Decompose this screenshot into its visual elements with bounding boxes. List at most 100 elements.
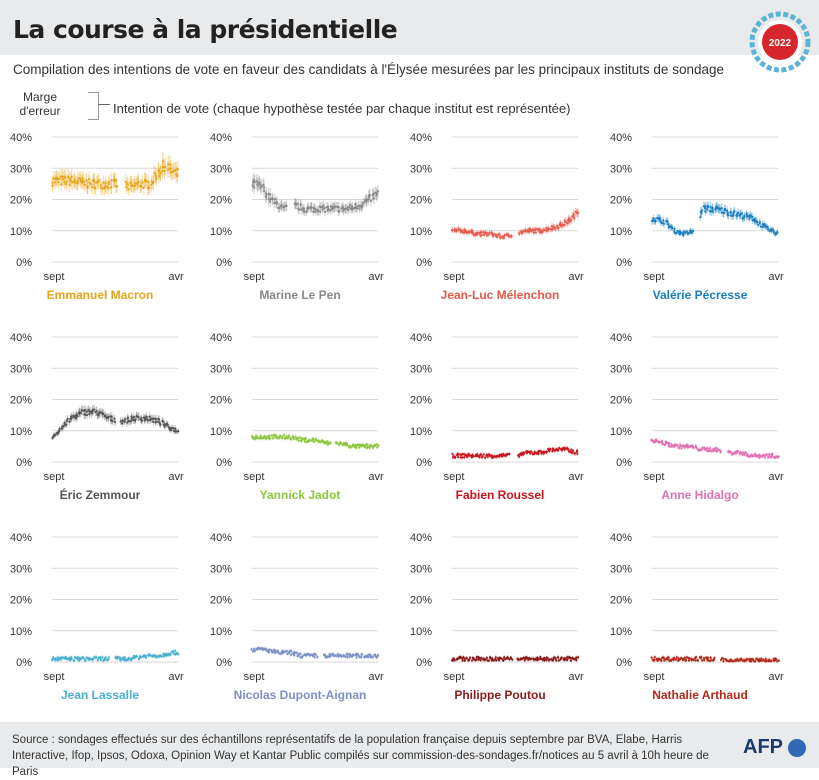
data-point: [263, 435, 266, 438]
data-point: [758, 660, 761, 663]
y-tick-label: 30%: [210, 163, 232, 175]
data-point: [335, 441, 339, 444]
y-tick-label: 40%: [410, 332, 432, 344]
data-point: [276, 649, 279, 652]
y-tick-label: 0%: [616, 257, 632, 269]
data-point: [537, 452, 540, 455]
candidate-name: Philippe Poutou: [454, 688, 546, 702]
data-point: [572, 449, 575, 452]
data-point: [699, 215, 702, 219]
data-point: [126, 183, 130, 186]
data-point: [502, 235, 505, 238]
data-point: [125, 185, 128, 189]
data-point: [532, 228, 535, 232]
data-point: [144, 417, 147, 420]
data-point: [99, 658, 102, 661]
data-point: [522, 230, 525, 233]
y-tick-label: 30%: [610, 563, 632, 575]
data-point: [340, 442, 343, 445]
data-point: [288, 434, 291, 437]
data-point: [338, 209, 341, 212]
chart-panel: 0% 10% 20% 30% 40% sept avr Nicolas Dupont-Aign…: [200, 525, 400, 720]
x-tick-label: sept: [644, 271, 665, 283]
chart-plot: 0% 10% 20% 30% 40% sept avr: [610, 132, 784, 283]
data-point: [59, 175, 63, 178]
data-point: [253, 179, 256, 182]
data-point: [154, 421, 157, 424]
data-point: [373, 192, 376, 195]
data-point: [346, 656, 349, 659]
data-point: [511, 658, 514, 661]
data-point: [72, 659, 76, 662]
candidate-name: Nicolas Dupont-Aignan: [233, 688, 367, 702]
data-point: [93, 408, 96, 411]
chart-plot: 0% 10% 20% 30% 40% sept avr: [410, 132, 584, 283]
data-point: [123, 420, 126, 423]
data-point: [480, 656, 483, 660]
data-point: [699, 448, 702, 451]
data-point: [171, 650, 175, 653]
y-tick-label: 0%: [216, 257, 232, 269]
data-point: [756, 223, 760, 226]
chart-plot: 0% 10% 20% 30% 40% sept avr: [410, 532, 584, 683]
data-point: [576, 449, 579, 452]
x-tick-label: avr: [368, 471, 384, 483]
data-point: [682, 444, 685, 448]
y-tick-label: 20%: [410, 195, 432, 207]
data-point: [566, 658, 569, 662]
data-point: [566, 448, 570, 451]
data-point: [51, 184, 54, 187]
data-point: [452, 455, 455, 458]
data-point: [152, 180, 155, 183]
data-point: [147, 180, 150, 183]
data-point: [766, 225, 769, 229]
data-point: [62, 178, 65, 181]
data-point: [273, 201, 276, 205]
data-point: [542, 452, 545, 455]
data-point: [119, 657, 122, 660]
data-point: [676, 444, 679, 447]
data-point: [457, 456, 460, 459]
data-point: [354, 203, 357, 206]
data-point: [152, 417, 155, 420]
data-point: [259, 434, 262, 438]
data-point: [533, 452, 536, 455]
data-point: [742, 217, 745, 220]
data-point: [153, 172, 156, 175]
data-point: [484, 456, 487, 459]
data-point: [159, 423, 162, 426]
data-point: [263, 186, 266, 189]
data-point: [762, 658, 765, 661]
data-point: [251, 435, 254, 438]
data-point: [659, 217, 662, 220]
data-point: [157, 169, 160, 173]
data-point: [313, 207, 316, 211]
chart-panel: 0% 10% 20% 30% 40% sept avr Yannick Jadot: [200, 325, 400, 520]
data-point: [502, 454, 506, 457]
data-point: [161, 160, 165, 163]
data-point: [564, 658, 567, 661]
data-point: [361, 653, 364, 656]
data-point: [321, 208, 324, 211]
data-point: [554, 227, 557, 230]
data-point: [561, 449, 564, 452]
data-point: [352, 443, 355, 446]
data-point: [351, 205, 354, 208]
data-point: [94, 186, 97, 189]
data-point: [312, 437, 315, 440]
data-point: [126, 416, 130, 419]
y-tick-label: 10%: [10, 426, 32, 438]
data-point: [540, 450, 544, 454]
data-point: [704, 210, 707, 213]
data-point: [651, 219, 654, 223]
data-point: [321, 439, 324, 443]
data-point: [338, 443, 341, 446]
data-point: [130, 419, 133, 422]
intention-label: Intention de vote (chaque hypothèse test…: [113, 101, 571, 116]
data-point: [329, 441, 332, 444]
data-point: [69, 659, 72, 662]
y-tick-label: 10%: [610, 426, 632, 438]
data-point: [355, 656, 358, 659]
data-point: [493, 233, 496, 236]
y-tick-label: 40%: [610, 332, 632, 344]
